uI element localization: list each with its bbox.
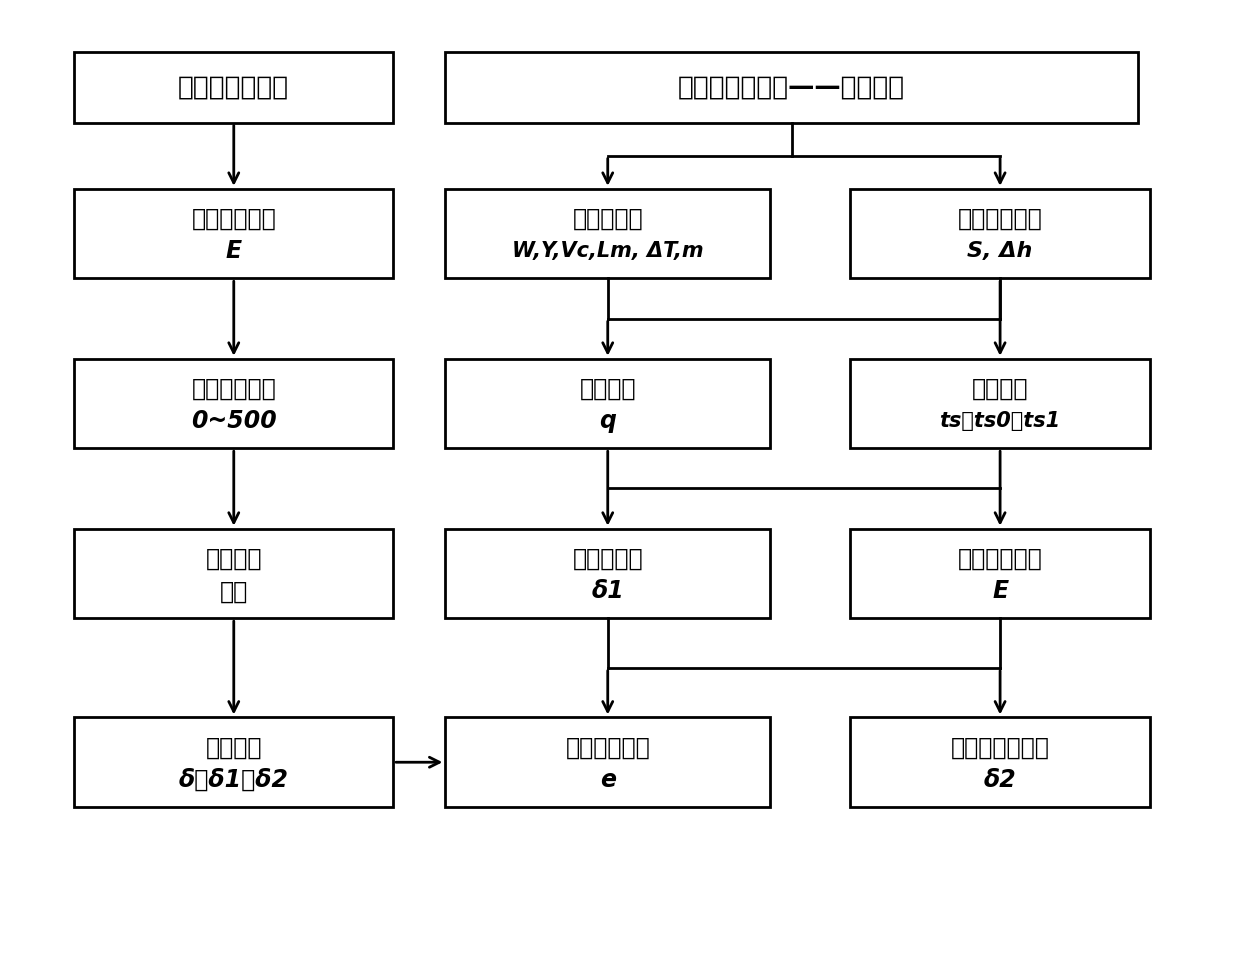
Bar [445,529,770,618]
Bar [74,358,393,448]
Text: 漏钢坯壳参数: 漏钢坯壳参数 [957,207,1043,231]
Text: q: q [599,409,616,433]
Bar [445,358,770,448]
Text: 漏钢坯壳厚度: 漏钢坯壳厚度 [191,207,277,231]
Text: （一）实验测量: （一）实验测量 [179,74,289,101]
Text: 漏钢坯壳厚度: 漏钢坯壳厚度 [957,547,1043,571]
Text: 粘附层厚度: 粘附层厚度 [573,547,644,571]
Text: δ1: δ1 [591,580,624,604]
Bar [445,189,770,279]
Text: 枝晶侵蚀: 枝晶侵蚀 [206,547,262,571]
Bar [849,189,1151,279]
Text: 各层厚度: 各层厚度 [206,736,262,760]
Text: 典型位置取样: 典型位置取样 [191,377,277,401]
Bar [74,52,393,123]
Bar [445,52,1138,123]
Bar [849,358,1151,448]
Text: （二）理论计算——漏钢模型: （二）理论计算——漏钢模型 [678,74,905,101]
Text: 白线: 白线 [219,580,248,604]
Text: W,Y,Vc,Lm, ΔT,m: W,Y,Vc,Lm, ΔT,m [512,241,703,262]
Text: S, Δh: S, Δh [967,241,1033,262]
Text: ts、ts0、ts1: ts、ts0、ts1 [940,411,1060,431]
Text: δ2: δ2 [983,768,1017,792]
Text: 额外凝固层厚度: 额外凝固层厚度 [951,736,1049,760]
Text: 热流密度: 热流密度 [579,377,636,401]
Bar [445,718,770,807]
Text: δ、δ1、δ2: δ、δ1、δ2 [179,768,289,792]
Text: e: e [600,768,616,792]
Bar [849,529,1151,618]
Text: 0~500: 0~500 [191,409,277,433]
Bar [849,718,1151,807]
Text: 真实坯壳厚度: 真实坯壳厚度 [565,736,650,760]
Bar [74,529,393,618]
Text: 结晶器参数: 结晶器参数 [573,207,644,231]
Text: 凝固时间: 凝固时间 [972,377,1028,401]
Bar [74,189,393,279]
Text: E: E [226,240,242,263]
Text: E: E [992,580,1008,604]
Bar [74,718,393,807]
